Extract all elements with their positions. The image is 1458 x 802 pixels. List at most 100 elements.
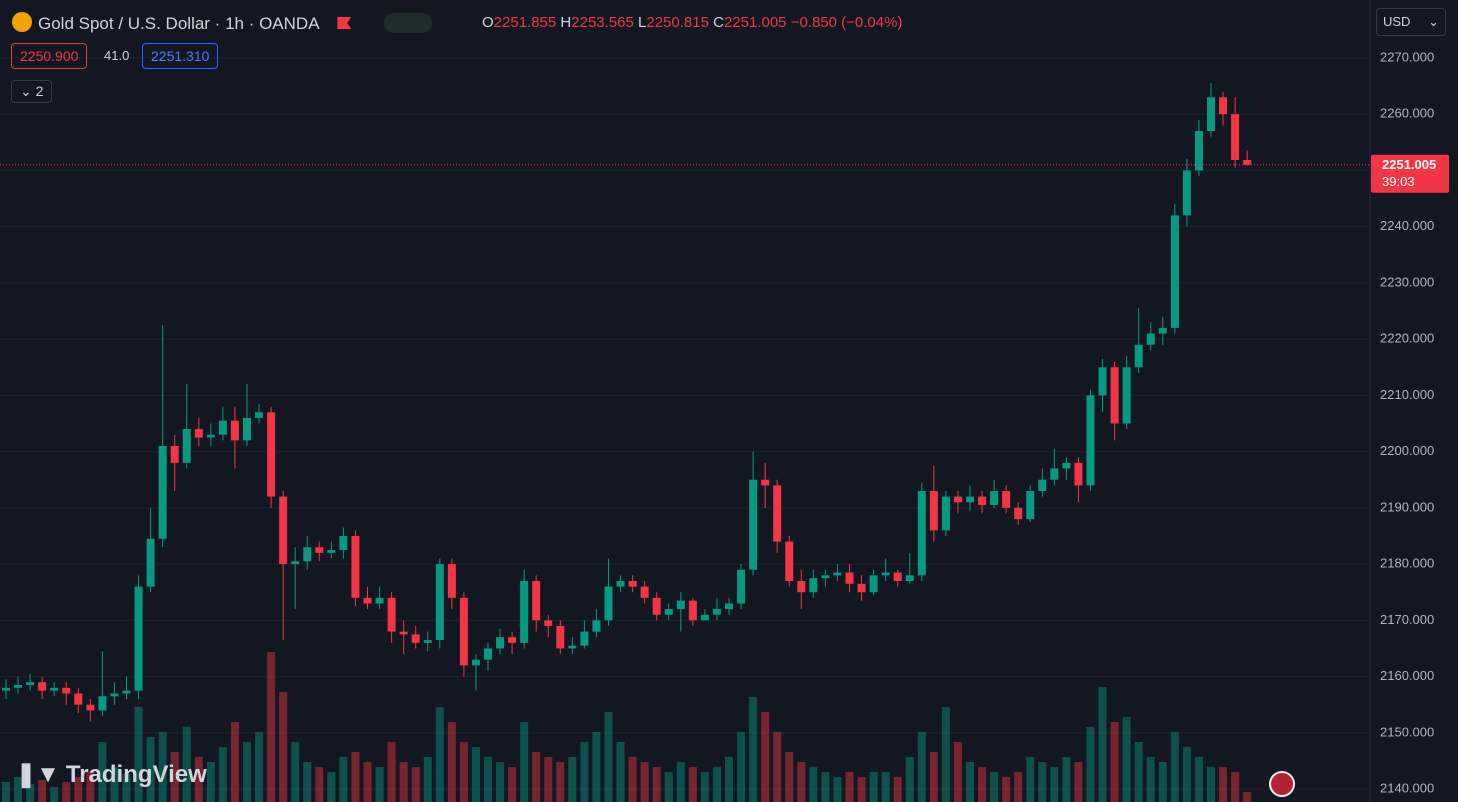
candle-body bbox=[411, 634, 420, 643]
volume-bar bbox=[761, 712, 770, 802]
o-label: O bbox=[482, 14, 494, 31]
spread: 41.0 bbox=[104, 48, 130, 63]
o-value: 2251.855 bbox=[493, 14, 557, 31]
volume-bar bbox=[1194, 757, 1203, 802]
price-axis bbox=[1370, 0, 1458, 802]
volume-bar bbox=[315, 767, 324, 802]
volume-bar bbox=[471, 747, 480, 802]
candle-body bbox=[953, 496, 962, 503]
volume-bar bbox=[1134, 742, 1143, 802]
candle-body bbox=[1207, 97, 1215, 132]
buy-button[interactable]: 2251.310 bbox=[142, 43, 219, 69]
volume-bar bbox=[929, 752, 938, 802]
candle-body bbox=[1158, 327, 1167, 334]
candle-body bbox=[676, 600, 685, 610]
volume-bar bbox=[1098, 687, 1107, 802]
currency-select[interactable]: USD ⌄ bbox=[1376, 8, 1446, 36]
h-value: 2253.565 bbox=[571, 14, 634, 31]
volume-bar bbox=[905, 757, 914, 802]
volume-bar bbox=[62, 782, 71, 802]
candle-body bbox=[206, 434, 215, 438]
candle-body bbox=[1002, 490, 1011, 508]
y-tick-label: 2170.000 bbox=[1380, 612, 1434, 627]
currency: USD bbox=[1383, 14, 1411, 29]
candle-body bbox=[700, 614, 709, 621]
candle-body bbox=[26, 682, 35, 686]
candle-body bbox=[363, 597, 372, 604]
volume-bar bbox=[797, 762, 806, 802]
c-value: 2251.005 bbox=[723, 14, 787, 31]
candle-body bbox=[447, 564, 456, 598]
volume-bar bbox=[14, 777, 23, 802]
volume-bar bbox=[1002, 777, 1011, 802]
volume-bar bbox=[1038, 762, 1047, 802]
candle-body bbox=[1074, 462, 1083, 486]
symbol[interactable]: Gold Spot / U.S. Dollar · 1h · OANDA bbox=[38, 14, 319, 33]
candle-body bbox=[520, 580, 529, 643]
volume-bar bbox=[953, 742, 962, 802]
volume-bar bbox=[857, 777, 866, 802]
candle-body bbox=[1194, 131, 1203, 171]
volume-bar bbox=[182, 727, 191, 802]
volume-bar bbox=[737, 732, 746, 802]
candle-body bbox=[869, 575, 878, 593]
volume-bar bbox=[50, 787, 59, 802]
candle-body bbox=[38, 682, 47, 691]
volume-bar bbox=[303, 762, 312, 802]
y-tick-label: 2260.000 bbox=[1380, 106, 1434, 121]
y-tick-label: 2270.000 bbox=[1380, 49, 1434, 64]
candle-body bbox=[315, 547, 324, 553]
volume-bar bbox=[26, 784, 35, 802]
volume-bar bbox=[351, 752, 360, 802]
candle-body bbox=[905, 575, 914, 581]
volume-bar bbox=[917, 732, 926, 802]
volume-bar bbox=[122, 774, 131, 802]
candle-body bbox=[62, 687, 71, 694]
volume-bar bbox=[966, 762, 974, 802]
candle-body bbox=[712, 609, 721, 615]
volume-bar bbox=[194, 757, 203, 802]
y-tick-label: 2140.000 bbox=[1380, 781, 1434, 796]
volume-bar bbox=[664, 772, 673, 802]
candle-body bbox=[375, 597, 384, 604]
volume-bar bbox=[845, 772, 854, 802]
candle-body bbox=[459, 597, 468, 666]
candle-body bbox=[98, 696, 107, 711]
volume-bar bbox=[339, 757, 348, 802]
candle-body bbox=[14, 685, 23, 688]
y-tick-label: 2220.000 bbox=[1380, 331, 1434, 346]
status-pill[interactable] bbox=[384, 13, 433, 33]
candle-body bbox=[737, 569, 746, 604]
volume-bar bbox=[604, 712, 613, 802]
y-tick-label: 2180.000 bbox=[1380, 556, 1434, 571]
candle-body bbox=[664, 609, 673, 615]
candle-body bbox=[821, 575, 830, 579]
l-value: 2250.815 bbox=[646, 14, 709, 31]
candle-body bbox=[1182, 170, 1191, 216]
volume-bar bbox=[628, 757, 637, 802]
volume-bar bbox=[1122, 717, 1131, 802]
y-tick-label: 2160.000 bbox=[1380, 668, 1434, 683]
candle-body bbox=[580, 631, 589, 646]
candle-body bbox=[1231, 114, 1240, 160]
volume-bar bbox=[218, 747, 227, 802]
us-flag[interactable] bbox=[1269, 771, 1295, 797]
candle-body bbox=[592, 620, 601, 632]
brand-mark: ❚▼ bbox=[16, 761, 60, 788]
volume-bar bbox=[869, 772, 878, 802]
candle-body bbox=[917, 490, 926, 576]
candle-body bbox=[134, 586, 143, 691]
flag[interactable] bbox=[337, 17, 352, 29]
volume-bar bbox=[484, 757, 492, 802]
volume-bar bbox=[459, 742, 468, 802]
volume-bar bbox=[134, 707, 143, 802]
sell-button[interactable]: 2250.900 bbox=[11, 43, 88, 69]
volume-bar bbox=[544, 757, 553, 802]
volume-bar bbox=[990, 772, 999, 802]
candle-body bbox=[688, 600, 697, 621]
volume-bar bbox=[749, 697, 758, 802]
candle-body bbox=[218, 420, 227, 435]
indicator-toggle[interactable]: ⌄ 2 bbox=[11, 80, 53, 103]
candle-body bbox=[194, 429, 203, 438]
